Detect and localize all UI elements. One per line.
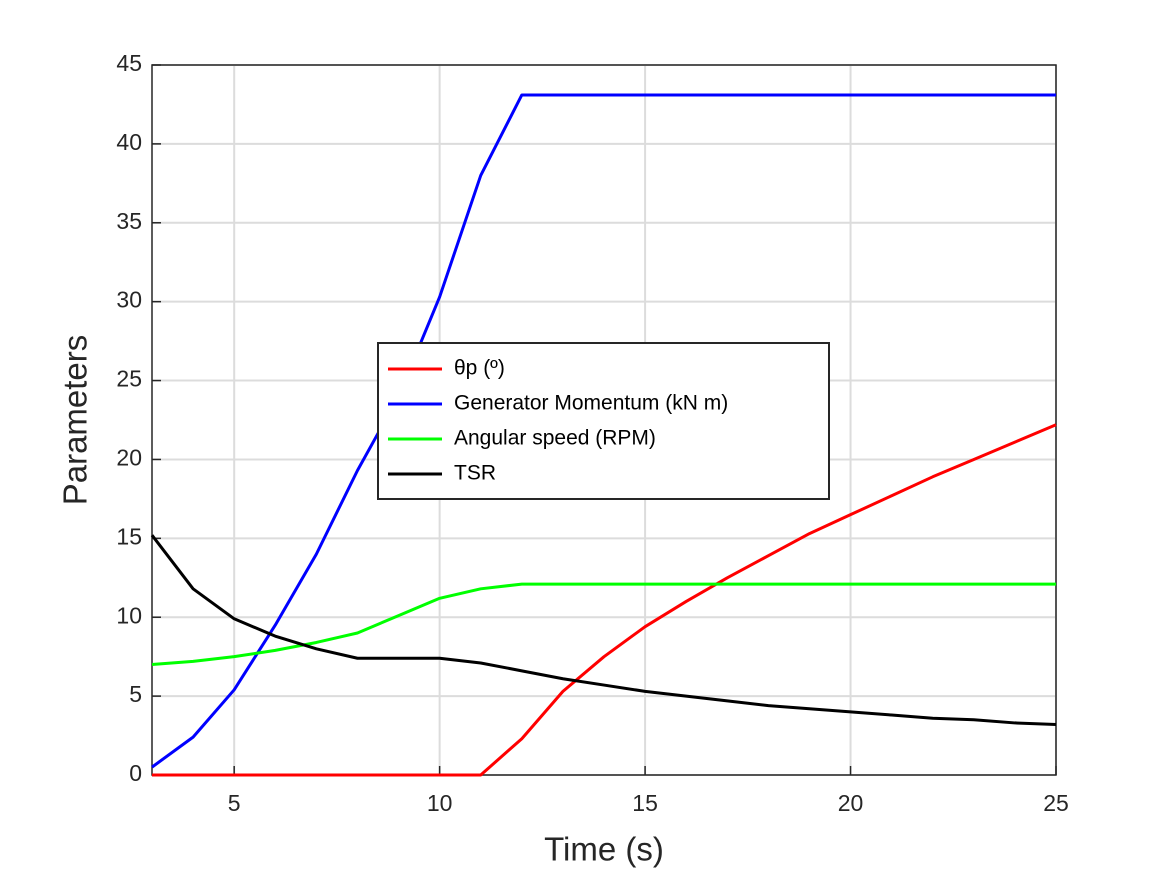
- legend-label: TSR: [454, 462, 496, 485]
- y-tick-label: 5: [129, 681, 142, 707]
- x-tick-label: 20: [838, 790, 864, 816]
- legend-label: Angular speed (RPM): [454, 427, 656, 450]
- y-tick-label: 40: [116, 129, 142, 155]
- x-tick-label: 25: [1043, 790, 1069, 816]
- axes-box: [151, 64, 1057, 776]
- y-tick-label: 25: [116, 366, 142, 392]
- y-axis-label: Parameters: [57, 335, 94, 506]
- y-tick-label: 45: [116, 50, 142, 76]
- x-tick-label: 10: [427, 790, 453, 816]
- x-tick-label: 15: [632, 790, 658, 816]
- x-axis-label: Time (s): [544, 831, 664, 868]
- legend-box: [377, 342, 830, 500]
- y-tick-label: 35: [116, 208, 142, 234]
- y-tick-label: 15: [116, 523, 142, 549]
- y-tick-label: 20: [116, 445, 142, 471]
- x-tick-label: 5: [228, 790, 241, 816]
- y-tick-label: 10: [116, 602, 142, 628]
- legend-label: Generator Momentum (kN m): [454, 392, 728, 415]
- y-tick-label: 30: [116, 287, 142, 313]
- series-line: [150, 534, 1057, 727]
- series-line: [151, 93, 1056, 769]
- y-tick-label: 0: [129, 760, 142, 786]
- series-line: [152, 423, 1057, 777]
- legend-label: θp (º): [454, 357, 505, 380]
